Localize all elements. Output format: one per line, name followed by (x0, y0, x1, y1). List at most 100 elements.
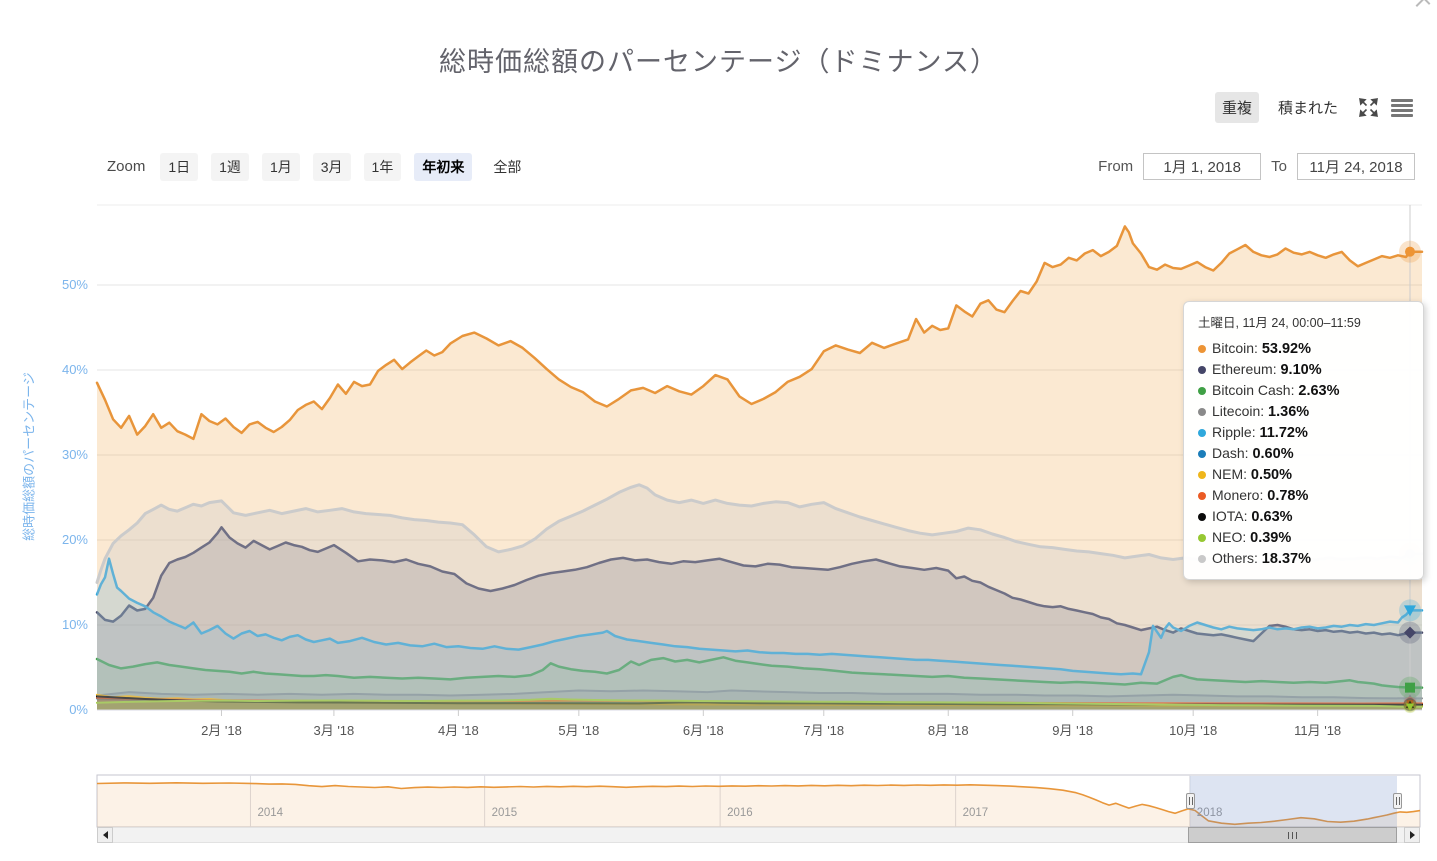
date-range-inputs: From 1月 1, 2018 To 11月 24, 2018 (1098, 152, 1415, 181)
tooltip-series-value: 0.39% (1250, 530, 1292, 546)
tooltip-series-value: 2.63% (1298, 383, 1340, 399)
zoom-button-1日[interactable]: 1日 (160, 152, 199, 181)
zoom-button-1年[interactable]: 1年 (363, 152, 402, 181)
tooltip-series-value: 11.72% (1259, 425, 1308, 441)
series-color-dot (1198, 555, 1206, 563)
tooltip-series-value: 9.10% (1280, 362, 1322, 378)
series-ethereum-area (97, 527, 1422, 710)
series-color-dot (1198, 513, 1206, 521)
series-color-dot (1198, 471, 1206, 479)
tooltip-row-nem: NEM: 0.50% (1198, 464, 1409, 485)
navigator-year-label: 2016 (727, 807, 753, 819)
series-bitcoin-cash-line (95, 656, 1424, 689)
zoom-button-1週[interactable]: 1週 (211, 152, 249, 181)
zoom-button-1月[interactable]: 1月 (261, 152, 300, 181)
y-axis-label: 20% (61, 532, 88, 547)
tooltip-row-ripple: Ripple: 11.72% (1198, 422, 1409, 443)
x-axis-label: 11月 '18 (1294, 723, 1342, 738)
navigator-left-handle[interactable] (1186, 793, 1195, 809)
x-axis-label: 7月 '18 (803, 723, 845, 738)
zoom-button-年初来[interactable]: 年初来 (414, 152, 473, 181)
x-axis-label: 8月 '18 (927, 723, 969, 738)
series-others-area (97, 484, 1422, 710)
series-color-dot (1198, 387, 1206, 395)
from-label: From (1098, 158, 1134, 175)
tooltip-row-litecoin: Litecoin: 1.36% (1198, 401, 1409, 422)
to-date-input[interactable]: 11月 24, 2018 (1297, 153, 1415, 180)
navigator-year-label: 2014 (257, 807, 284, 819)
navigator-selected-range[interactable] (1190, 776, 1397, 827)
series-color-dot (1198, 492, 1206, 500)
scrollbar-thumb[interactable] (1188, 827, 1397, 843)
tooltip-series-value: 1.36% (1268, 404, 1310, 420)
to-label: To (1271, 158, 1287, 175)
x-axis-label: 4月 '18 (437, 723, 479, 738)
series-neo-line (96, 697, 1423, 708)
tooltip-series-name: IOTA: (1212, 508, 1252, 524)
series-color-dot (1198, 429, 1206, 437)
arrow-right-icon (1409, 831, 1415, 839)
x-axis-label: 5月 '18 (558, 723, 600, 738)
series-litecoin-line (96, 689, 1423, 700)
tooltip-series-value: 0.60% (1252, 446, 1294, 462)
page-title: 総時価総額のパーセンテージ（ドミナンス） (439, 47, 998, 77)
stacked-mode-button[interactable]: 積まれた (1277, 100, 1338, 117)
chart-context-menu-button[interactable] (1391, 98, 1413, 117)
tooltip-row-bitcoin: Bitcoin: 53.92% (1198, 338, 1409, 359)
series-color-dot (1198, 408, 1206, 416)
fullscreen-button[interactable] (1357, 98, 1379, 118)
chart-tooltip: 土曜日, 11月 24, 00:00–11:59 Bitcoin: 53.92%… (1183, 301, 1424, 580)
series-color-dot (1198, 345, 1206, 353)
tooltip-date-header: 土曜日, 11月 24, 00:00–11:59 (1198, 316, 1361, 330)
gridlines (97, 204, 1422, 711)
tooltip-series-name: Monero: (1212, 487, 1268, 503)
tooltip-series-name: Bitcoin Cash: (1212, 382, 1299, 398)
series-color-dot (1198, 366, 1206, 374)
tooltip-series-name: Dash: (1212, 445, 1253, 461)
y-axis-label: 10% (61, 617, 88, 632)
zoom-label: Zoom (107, 158, 146, 175)
tooltip-row-neo: NEO: 0.39% (1198, 527, 1409, 548)
navigator-area (97, 782, 1420, 827)
navigator-mini-chart[interactable] (96, 774, 1421, 828)
navigator-year-label: 2018 (1196, 807, 1223, 819)
tooltip-series-value: 0.78% (1267, 488, 1309, 504)
x-axis (97, 709, 1422, 716)
tooltip-series-name: NEM: (1212, 466, 1251, 482)
zoom-button-全部[interactable]: 全部 (493, 158, 522, 175)
series-color-dot (1198, 450, 1206, 458)
tooltip-row-dash: Dash: 0.60% (1198, 443, 1409, 464)
series-bitcoin-line (95, 225, 1424, 441)
from-date-input[interactable]: 1月 1, 2018 (1143, 153, 1262, 180)
x-axis-label: 6月 '18 (682, 723, 724, 738)
tooltip-series-name: Bitcoin: (1212, 340, 1262, 356)
x-axis-label: 10月 '18 (1169, 723, 1218, 738)
tooltip-series-value: 0.50% (1250, 467, 1293, 483)
series-bitcoin-area (97, 226, 1422, 710)
hamburger-icon (1391, 98, 1413, 102)
series-areas (95, 225, 1424, 710)
marker-ripple (1404, 605, 1416, 617)
navigator-year-label: 2015 (491, 807, 518, 819)
y-axis-label: 40% (61, 362, 88, 377)
overlap-mode-button[interactable]: 重複 (1214, 92, 1259, 123)
scrollbar-right-button[interactable] (1404, 827, 1420, 843)
zoom-button-3月[interactable]: 3月 (312, 152, 351, 181)
series-color-dot (1198, 534, 1206, 542)
zoom-buttons-group: 1日 1週 1月 3月 1年 年初来 全部 (160, 152, 529, 181)
navigator-right-handle[interactable] (1393, 793, 1402, 809)
tooltip-series-name: NEO: (1212, 529, 1251, 545)
tooltip-series-name: Litecoin: (1212, 403, 1269, 419)
tooltip-row-monero: Monero: 0.78% (1198, 485, 1409, 506)
chart-mode-toolbar: 重複 積まれた (1214, 92, 1413, 123)
y-axis-label: 0% (69, 702, 88, 717)
scrollbar-left-button[interactable] (97, 827, 113, 843)
series-ripple-area (97, 558, 1422, 710)
tooltip-series-value: 18.37% (1261, 551, 1311, 567)
x-axis-label: 3月 '18 (313, 723, 355, 738)
marker-litecoin (1405, 694, 1415, 702)
marker-neo (1405, 703, 1415, 711)
tooltip-row-ethereum: Ethereum: 9.10% (1198, 359, 1409, 380)
